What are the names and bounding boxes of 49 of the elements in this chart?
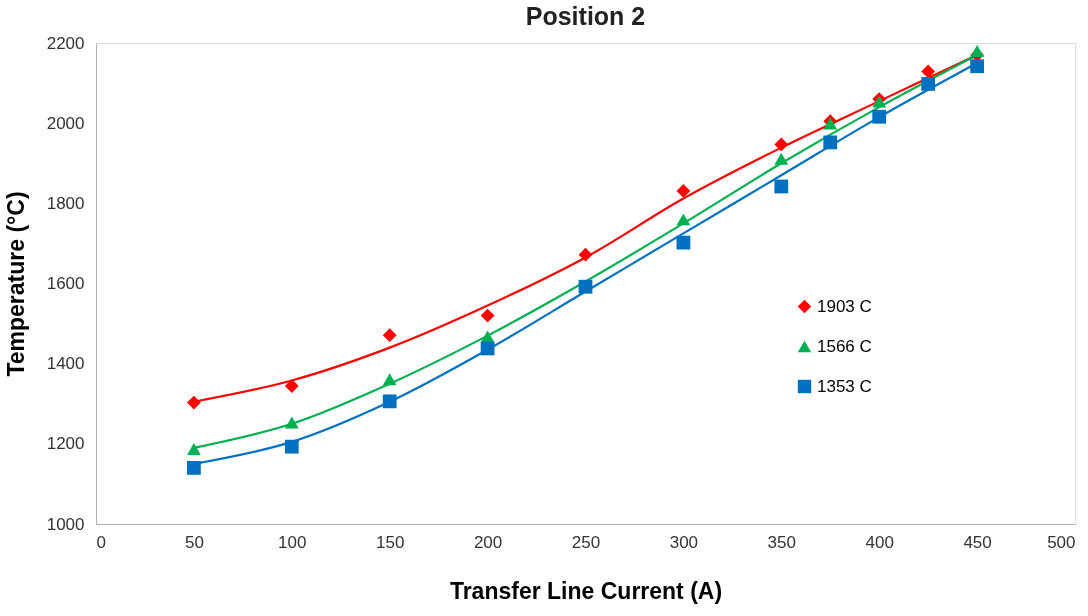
x-tick-label: 50 — [184, 532, 204, 552]
point — [774, 179, 789, 194]
point — [382, 328, 397, 343]
y-axis-title: Temperature (°C) — [2, 191, 29, 377]
point — [187, 395, 201, 410]
point — [823, 135, 838, 150]
point — [284, 416, 299, 429]
chart-title: Position 2 — [525, 2, 646, 30]
y-tick-label: 1000 — [46, 514, 85, 534]
y-tick-label: 1400 — [46, 354, 85, 374]
y-tick-label: 1600 — [46, 274, 85, 293]
point — [676, 184, 691, 198]
point — [578, 279, 593, 294]
legend-label: 1903 C — [817, 296, 872, 316]
point — [284, 439, 299, 454]
x-tick-label: 150 — [376, 532, 405, 552]
y-tick-label: 1200 — [46, 434, 85, 454]
point — [480, 308, 495, 323]
y-tick-label: 2200 — [46, 33, 85, 53]
x-tick-label: 450 — [963, 532, 992, 552]
point — [284, 379, 299, 394]
point — [921, 76, 936, 91]
point — [774, 152, 789, 165]
x-tick-label: 0 — [96, 532, 106, 552]
point — [480, 330, 495, 343]
legend-label: 1353 C — [817, 376, 872, 396]
x-tick-label: 300 — [669, 532, 699, 552]
legend-label: 1566 C — [817, 336, 872, 356]
x-axis-title: Transfer Line Current (A) — [449, 577, 723, 604]
point — [872, 109, 887, 124]
x-tick-label: 350 — [767, 532, 796, 552]
x-tick-label: 400 — [865, 532, 894, 552]
y-tick-label: 2000 — [46, 113, 85, 133]
point — [676, 235, 691, 250]
point — [578, 247, 593, 262]
x-tick-label: 100 — [278, 532, 307, 552]
point — [921, 64, 936, 79]
point — [187, 460, 201, 475]
point — [676, 213, 691, 226]
point — [382, 373, 397, 386]
point — [187, 443, 201, 456]
x-tick-label: 500 — [1047, 532, 1076, 552]
point — [382, 394, 397, 409]
point — [970, 59, 984, 74]
point — [970, 45, 984, 57]
y-tick-label: 1800 — [46, 193, 85, 213]
x-tick-label: 250 — [571, 532, 601, 552]
point — [774, 137, 789, 152]
x-tick-label: 200 — [473, 532, 503, 552]
